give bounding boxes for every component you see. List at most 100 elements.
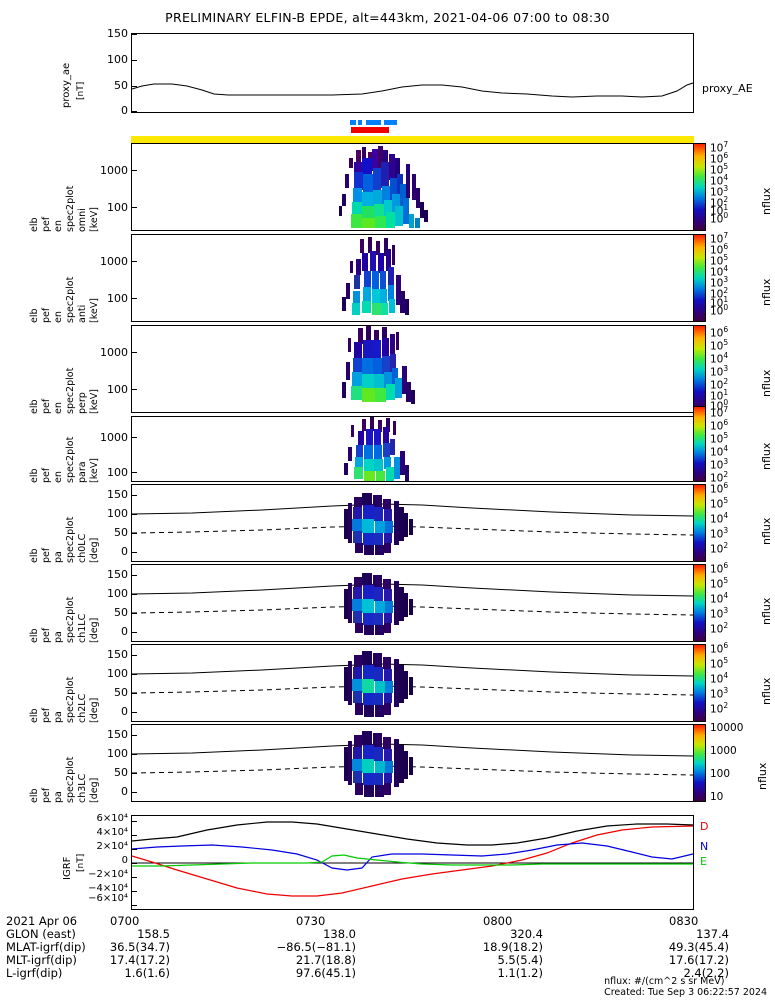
en-para-spectrogram bbox=[344, 417, 409, 481]
ytick-100: 100 bbox=[107, 201, 128, 214]
cbl-1e0: 100 bbox=[710, 211, 729, 226]
info-row-label-l: L-igrf(dip) bbox=[6, 966, 63, 980]
panel-pa-ch0lc-ylabel-4: spec2plot bbox=[65, 516, 76, 563]
pa-ch3lc-spectrogram bbox=[131, 731, 694, 797]
panel-en-perp-ylabel-3: en bbox=[53, 402, 64, 414]
cbl-1e1: 101 bbox=[710, 388, 729, 403]
cbl-100: 100 bbox=[710, 768, 731, 780]
colorbar-en-omni bbox=[693, 143, 706, 231]
cbl-1e7: 107 bbox=[710, 140, 729, 155]
footer-units: nflux: #/(cm^2 s sr MeV) bbox=[604, 976, 725, 987]
panel-en-anti-ylabel-3: en bbox=[53, 311, 64, 323]
ytick-p4e4: 4×10⁴ bbox=[96, 827, 128, 838]
en-anti-spectrogram bbox=[342, 237, 409, 315]
igrf-legend-d: D bbox=[700, 820, 709, 833]
cbl-1000: 1000 bbox=[710, 745, 737, 757]
ytick-m2e4: −2×10⁴ bbox=[88, 869, 128, 880]
cbl-1e6: 106 bbox=[710, 242, 729, 257]
panel-pa-ch1lc-ylabel-1: elb bbox=[29, 628, 40, 643]
cbl-10: 10 bbox=[710, 791, 724, 803]
panel-pa-ch3lc-ylabel-2: pef bbox=[41, 787, 52, 803]
info-row-value-mlat-0: 36.5(34.7) bbox=[109, 940, 170, 954]
cbl-1e4: 104 bbox=[710, 591, 729, 606]
cbl-1e2: 102 bbox=[710, 286, 729, 301]
panel-en-para-ylabel-4: spec2plot bbox=[65, 436, 76, 483]
panel-pa-ch1lc-ylabel-5: ch1LC bbox=[77, 613, 88, 643]
ytick-1000: 1000 bbox=[100, 255, 128, 268]
panel-en-perp-ylabel-2: pef bbox=[41, 398, 52, 414]
info-row-value-mlt-1: 21.7(18.8) bbox=[295, 953, 356, 967]
info-row-value-mlat-1: −86.5(−81.1) bbox=[276, 940, 356, 954]
panel-igrf bbox=[131, 815, 694, 910]
igrf-legend-n: N bbox=[700, 840, 709, 853]
panel-pa-ch2lc-ylabel-2: pef bbox=[41, 707, 52, 723]
ytick-150: 150 bbox=[107, 27, 128, 40]
panel-pa-ch0lc-ylabel-1: elb bbox=[29, 548, 40, 563]
ytick-50: 50 bbox=[114, 526, 128, 539]
panel-en-anti bbox=[131, 234, 694, 322]
ytick-100: 100 bbox=[107, 667, 128, 680]
cbl-1e6: 106 bbox=[710, 418, 729, 433]
cbl-1e3: 103 bbox=[710, 457, 729, 472]
pa-ch2lc-spectrogram bbox=[131, 651, 694, 717]
panel-en-para-ylabel-1: elb bbox=[29, 468, 40, 483]
info-row-label-mlat: MLAT-igrf(dip) bbox=[6, 940, 86, 954]
pa-ch1lc-spectrogram bbox=[131, 573, 694, 635]
panel-pa-ch2lc-ylabel-1: elb bbox=[29, 708, 40, 723]
cbl-1e7: 107 bbox=[710, 405, 729, 420]
ylabel-line: proxy_ae bbox=[61, 62, 72, 108]
cbl-1e3: 103 bbox=[710, 686, 729, 701]
proxy-ae-trace bbox=[131, 82, 694, 98]
colorbar-label-ch3lc: nflux bbox=[756, 762, 769, 790]
panel-en-omni-ylabel-5: omni bbox=[77, 208, 88, 232]
cbl-1e1: 101 bbox=[710, 203, 729, 218]
cbl-1e5: 105 bbox=[710, 496, 729, 511]
colorbar-en-para bbox=[693, 406, 706, 482]
cbl-1e0: 100 bbox=[710, 303, 729, 318]
panel-pa-ch3lc-ylabel-5: ch3LC bbox=[77, 773, 88, 803]
panel-en-perp bbox=[131, 325, 694, 413]
colorbar-en-anti bbox=[693, 234, 706, 322]
cbl-1e6: 106 bbox=[710, 481, 729, 496]
colorbar-label-ch2lc: nflux bbox=[760, 677, 773, 705]
cbl-1e3: 103 bbox=[710, 184, 729, 199]
ytick-1000: 1000 bbox=[100, 431, 128, 444]
info-row-label-glon: GLON (east) bbox=[6, 927, 76, 941]
cbl-1e4: 104 bbox=[710, 173, 729, 188]
ytick-1000: 1000 bbox=[100, 164, 128, 177]
pa-ch0lc-spectrogram bbox=[131, 493, 694, 555]
info-row-value-glon-3: 137.4 bbox=[696, 927, 729, 941]
xtick-0730: 0730 bbox=[296, 914, 326, 928]
xtick-0800: 0800 bbox=[483, 914, 513, 928]
info-row-value-l-2: 1.1(1.2) bbox=[497, 966, 543, 980]
panel-pa-ch1lc-ylabel-2: pef bbox=[41, 627, 52, 643]
panel-pa-ch0lc bbox=[131, 484, 694, 562]
ytick-50: 50 bbox=[114, 606, 128, 619]
panel-pa-ch2lc-ylabel-3: pa bbox=[53, 711, 64, 723]
xtick-0830: 0830 bbox=[669, 914, 699, 928]
cbl-1e2: 102 bbox=[710, 377, 729, 392]
colorbar-label-perp: nflux bbox=[760, 369, 773, 397]
panel-pa-ch3lc-ylabel-4: spec2plot bbox=[65, 756, 76, 803]
cbl-1e2: 102 bbox=[710, 621, 729, 636]
page-title: PRELIMINARY ELFIN-B EPDE, alt=443km, 202… bbox=[165, 10, 610, 25]
panel-pa-ch3lc bbox=[131, 724, 694, 802]
cbl-1e6: 106 bbox=[710, 561, 729, 576]
info-row-value-glon-1: 138.0 bbox=[323, 927, 356, 941]
cbl-1e4: 104 bbox=[710, 264, 729, 279]
igrf-traces bbox=[131, 821, 694, 897]
info-row-value-mlt-3: 17.6(17.2) bbox=[668, 953, 729, 967]
status-red-segment bbox=[351, 127, 389, 133]
panel-en-omni-ylabel-2: pef bbox=[41, 216, 52, 232]
status-blue-seg-2 bbox=[358, 120, 362, 125]
panel-pa-ch1lc-ylabel-3: pa bbox=[53, 631, 64, 643]
panel-proxy-ae bbox=[131, 33, 694, 113]
cbl-1e5: 105 bbox=[710, 576, 729, 591]
info-row-value-l-0: 1.6(1.6) bbox=[124, 966, 170, 980]
colorbar-label-anti: nflux bbox=[760, 278, 773, 306]
cbl-10000: 10000 bbox=[710, 722, 744, 734]
panel-pa-ch1lc bbox=[131, 564, 694, 642]
panel-en-perp-ylabel-1: elb bbox=[29, 399, 40, 414]
panel-en-omni bbox=[131, 143, 694, 231]
